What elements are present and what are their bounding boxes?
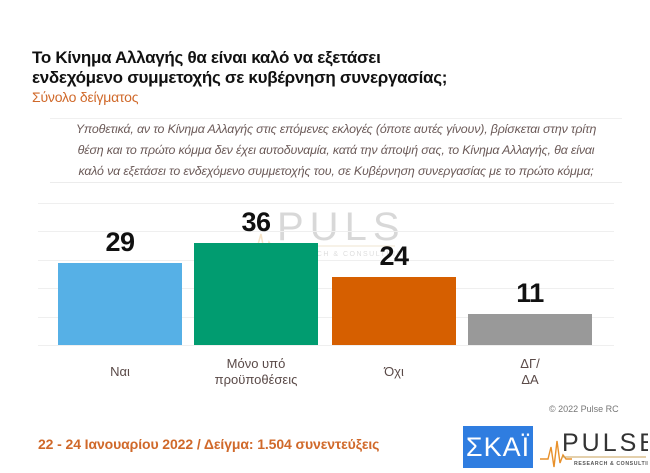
bar-value-label: 36 — [241, 206, 271, 237]
gridline — [38, 288, 614, 290]
bar-value-label: 29 — [105, 226, 135, 257]
copyright: © 2022 Pulse RC — [549, 404, 619, 414]
bar — [468, 313, 592, 345]
fieldwork-info: 22 - 24 Ιανουαρίου 2022 / Δείγμα: 1.504 … — [38, 436, 380, 452]
chart-subtitle: Σύνολο δείγματος — [32, 89, 139, 105]
category-label: Όχι — [384, 364, 404, 379]
question-text: Υποθετικά, αν το Κίνημα Αλλαγής στις επό… — [50, 118, 622, 183]
chart-title: Το Κίνημα Αλλαγής θα είναι καλό να εξετά… — [32, 48, 592, 88]
bar — [332, 276, 456, 345]
svg-text:RESEARCH & CONSULTING: RESEARCH & CONSULTING — [279, 251, 403, 258]
bar-value-label: 11 — [516, 277, 544, 308]
bar-chart: 29 Ναι 36 Μόνο υπό προϋποθέσεις 24 Όχι 11 ΔΓ/ΔΑ — [38, 203, 614, 387]
question-line-1: Υποθετικά, αν το Κίνημα Αλλαγής στις επό… — [75, 122, 597, 136]
bar — [194, 242, 318, 345]
pulse-watermark: PULSE RESEARCH & CONSULTING — [247, 205, 405, 258]
svg-text:PULSE: PULSE — [562, 429, 648, 457]
skai-logo: ΣΚΑΪ — [463, 426, 533, 468]
question-line-2: θέση και το πρώτο κόμμα δεν έχει αυτοδυν… — [77, 143, 595, 157]
svg-text:PULSE: PULSE — [277, 205, 405, 249]
gridline — [38, 316, 614, 318]
gridline — [38, 259, 614, 261]
gridline — [38, 231, 614, 233]
bar-value-label: 24 — [379, 240, 409, 271]
gridline — [38, 345, 614, 346]
question-line-3: καλό να εξετάσει το ενδεχόμενο συμμετοχή… — [78, 164, 594, 178]
pulse-logo: PULSE RESEARCH & CONSULTING — [540, 429, 648, 468]
category-label: Ναι — [110, 364, 130, 379]
svg-text:RESEARCH & CONSULTING: RESEARCH & CONSULTING — [574, 461, 648, 467]
chart-title-line-1: Το Κίνημα Αλλαγής θα είναι καλό να εξετά… — [32, 48, 381, 67]
bar — [58, 262, 182, 345]
category-label: Μόνο υπό προϋποθέσεις — [214, 356, 298, 387]
category-label: ΔΓ/ΔΑ — [520, 356, 540, 387]
chart-title-line-2: ενδεχόμενο συμμετοχής σε κυβέρνηση συνερ… — [32, 68, 448, 87]
gridline — [38, 203, 614, 204]
